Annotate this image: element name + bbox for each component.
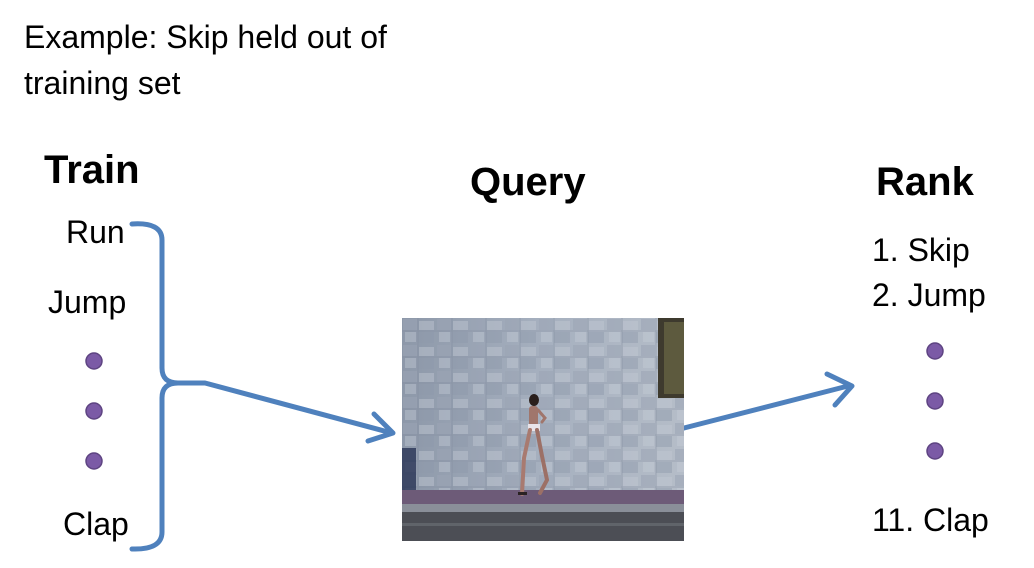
rank-ellipsis-dot — [927, 343, 943, 359]
rank-ellipsis-dot — [927, 443, 943, 459]
train-ellipsis-dot — [86, 453, 102, 469]
train-ellipsis-dot — [86, 403, 102, 419]
train-bracket — [132, 224, 178, 549]
train-to-query-arrow — [172, 383, 388, 432]
train-ellipsis-dot — [86, 353, 102, 369]
rank-ellipsis-dot — [927, 393, 943, 409]
query-video-frame — [402, 318, 684, 541]
query-to-rank-arrow — [684, 386, 848, 428]
